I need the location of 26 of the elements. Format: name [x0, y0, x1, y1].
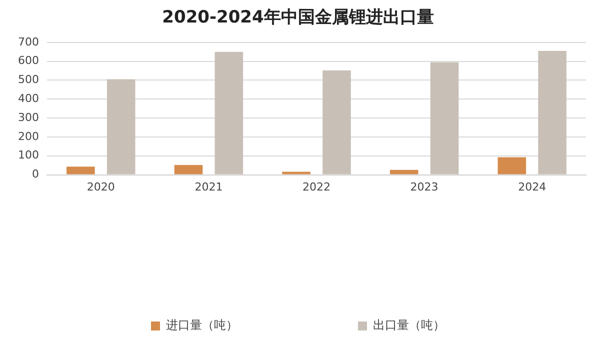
- y-tick-label: 400: [18, 92, 39, 105]
- y-tick-label: 0: [32, 168, 39, 181]
- x-tick-label: 2024: [518, 180, 546, 194]
- y-tick-label: 200: [18, 130, 39, 143]
- y-tick-label: 100: [18, 148, 39, 162]
- y-tick-label: 500: [18, 73, 39, 86]
- y-tick-label: 600: [18, 54, 39, 68]
- x-tick-label: 2023: [410, 180, 438, 194]
- y-tick-label: 300: [18, 110, 39, 124]
- x-tick-label: 2020: [86, 180, 115, 194]
- bar: [322, 70, 351, 174]
- legend-label: 进口量（吨）: [166, 318, 238, 332]
- chart-title: 2020-2024年中国金属锂进出口量: [162, 8, 434, 28]
- bar: [282, 172, 310, 174]
- bar: [430, 62, 459, 174]
- x-tick-label: 2021: [194, 180, 223, 194]
- x-tick-label: 2022: [302, 180, 330, 194]
- y-tick-label: 700: [18, 35, 39, 48]
- bar: [66, 166, 95, 174]
- bar: [538, 50, 566, 174]
- bar: [174, 164, 203, 174]
- bar: [498, 157, 526, 174]
- legend-label: 出口量（吨）: [373, 318, 445, 332]
- bar: [390, 170, 418, 174]
- bar: [214, 52, 244, 174]
- bar: [106, 79, 136, 174]
